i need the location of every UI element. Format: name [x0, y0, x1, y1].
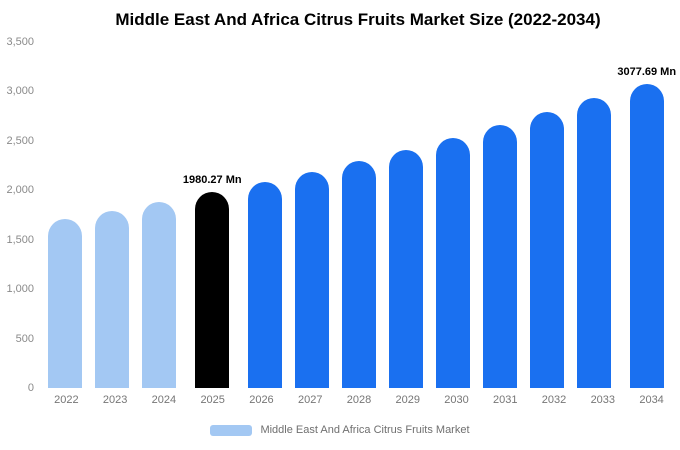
bar-value-label-2025: 1980.27 Mn	[182, 174, 242, 187]
bar-column-2034: 3077.69 Mn	[617, 42, 676, 388]
bar-column-2026	[242, 42, 289, 388]
y-tick-label: 2,000	[6, 184, 34, 197]
bar-column-2025: 1980.27 Mn	[183, 42, 242, 388]
legend-swatch	[210, 424, 253, 436]
x-axis: 2022 2023 2024 2025 2026 2027 2028 2029 2030 2031…	[42, 394, 676, 406]
bar-column-2032	[523, 42, 570, 388]
bar-2029[interactable]	[389, 149, 423, 388]
y-tick-label: 3,000	[6, 85, 34, 98]
bar-column-2033	[570, 42, 617, 388]
x-tick-label-2028: 2028	[346, 394, 372, 406]
x-tick-label-2032: 2032	[541, 394, 567, 406]
bar-2031[interactable]	[482, 125, 517, 388]
y-tick-label: 2,500	[6, 134, 34, 147]
x-tick-label-2033: 2033	[590, 394, 616, 406]
y-tick-label: 3,500	[6, 36, 34, 48]
bar-2034[interactable]	[629, 83, 664, 388]
bar-column-2028	[336, 42, 383, 388]
x-tick-label-2034: 2034	[639, 394, 664, 406]
x-tick-label-2031: 2031	[493, 394, 518, 406]
bar-column-2023	[89, 42, 136, 388]
bar-2023[interactable]	[95, 210, 130, 388]
x-tick-label-2024: 2024	[151, 394, 177, 406]
y-tick-label: 500	[15, 332, 34, 345]
legend-label: Middle East And Africa Citrus Fruits Mar…	[260, 424, 470, 436]
x-tick-label-2026: 2026	[249, 394, 274, 406]
y-tick-label: 0	[27, 382, 34, 394]
bar-column-2022	[42, 42, 89, 388]
bar-2025[interactable]	[195, 192, 230, 388]
bar-2030[interactable]	[435, 137, 470, 388]
bar-2028[interactable]	[342, 161, 377, 388]
x-tick-label-2023: 2023	[102, 394, 128, 406]
bar-value-label-2034: 3077.69 Mn	[617, 65, 677, 78]
x-tick-label-2029: 2029	[395, 394, 420, 406]
x-tick-label-2027: 2027	[297, 394, 323, 406]
bar-2026[interactable]	[248, 182, 283, 388]
bar-column-2030	[429, 42, 476, 388]
x-tick-label-2030: 2030	[444, 394, 469, 406]
x-tick-label-2022: 2022	[54, 394, 79, 406]
plot-area: 1980.27 Mn 3077.69 Mn	[42, 42, 676, 388]
bar-column-2031	[476, 42, 523, 388]
y-tick-label: 1,000	[6, 283, 34, 296]
bar-column-2027	[289, 42, 336, 388]
bar-2022[interactable]	[48, 218, 83, 388]
x-tick-label-2025: 2025	[200, 394, 225, 406]
legend[interactable]: Middle East And Africa Citrus Fruits Mar…	[0, 424, 680, 436]
bar-2024[interactable]	[142, 201, 177, 388]
bar-2027[interactable]	[295, 172, 330, 388]
y-axis: 0 500 1,000 1,500 2,000 2,500 3,000 3,500	[0, 36, 36, 394]
chart-title: Middle East And Africa Citrus Fruits Mar…	[115, 10, 601, 29]
bar-column-2024	[136, 42, 183, 388]
bar-2033[interactable]	[576, 98, 611, 388]
y-tick-label: 1,500	[6, 233, 34, 246]
bar-column-2029	[383, 42, 430, 388]
bar-2032[interactable]	[529, 112, 564, 388]
